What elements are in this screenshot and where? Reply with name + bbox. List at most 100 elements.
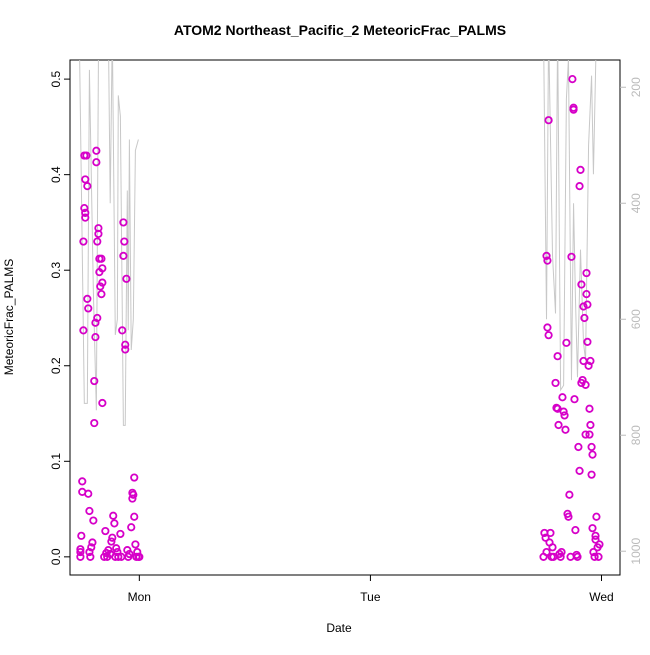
point [84, 304, 93, 313]
point [592, 512, 601, 521]
plot-area [76, 60, 604, 561]
point [110, 519, 119, 528]
point [91, 318, 100, 327]
point [82, 151, 91, 160]
point [542, 547, 551, 557]
point [565, 490, 574, 499]
y2-tick-label: 400 [629, 193, 643, 213]
point [79, 326, 88, 335]
point [557, 547, 566, 557]
point [81, 175, 90, 184]
point [80, 203, 89, 213]
point [594, 552, 603, 561]
point [76, 545, 85, 554]
point [576, 165, 585, 174]
point [581, 430, 590, 439]
point [125, 549, 134, 559]
point [89, 516, 98, 525]
point [582, 289, 591, 299]
point [587, 470, 596, 479]
point [112, 544, 121, 553]
point [85, 506, 94, 516]
point [580, 313, 589, 323]
point [581, 380, 590, 389]
point [577, 280, 586, 289]
point [81, 208, 90, 217]
point [543, 256, 552, 265]
point [569, 103, 578, 112]
point [589, 547, 598, 557]
point [562, 338, 571, 347]
point [567, 252, 576, 261]
y2-tick-label: 600 [629, 309, 643, 329]
point [544, 116, 553, 125]
point [109, 511, 118, 520]
point [542, 251, 551, 260]
point [129, 490, 138, 499]
point [108, 533, 117, 542]
point [586, 356, 595, 366]
y-tick-label: 0.1 [49, 453, 63, 470]
point [131, 540, 140, 549]
point [587, 442, 596, 452]
point [584, 361, 593, 370]
point [130, 473, 139, 482]
y2-tick-label: 1000 [629, 538, 643, 565]
point [554, 420, 563, 430]
point [586, 420, 595, 430]
point [98, 264, 107, 273]
point [83, 182, 92, 191]
point [114, 552, 123, 561]
point [127, 523, 136, 532]
x-tick-label: Tue [360, 590, 381, 604]
point [559, 407, 568, 416]
point [551, 378, 560, 388]
point [118, 326, 127, 335]
y-tick-label: 0.0 [49, 548, 63, 565]
y-tick-label: 0.5 [49, 70, 63, 87]
point [544, 331, 553, 340]
point [98, 278, 107, 287]
point [116, 529, 125, 539]
point [585, 430, 594, 439]
point [78, 477, 87, 486]
point [541, 533, 550, 542]
point [571, 525, 580, 535]
point [93, 313, 102, 323]
chart-title: ATOM2 Northeast_Pacific_2 MeteoricFrac_P… [174, 22, 506, 38]
point [558, 393, 567, 402]
pressure-line [79, 60, 139, 426]
plot-frame [69, 59, 621, 576]
point [113, 547, 122, 557]
point [556, 552, 565, 561]
point [90, 418, 99, 428]
point [119, 218, 128, 227]
point [579, 302, 588, 311]
point [583, 300, 592, 309]
point [553, 352, 562, 361]
point [591, 531, 600, 540]
point [88, 538, 97, 547]
point [76, 552, 85, 561]
point [570, 395, 579, 404]
point [92, 146, 101, 155]
point [573, 552, 582, 561]
point [130, 512, 139, 521]
point [107, 537, 116, 546]
point [564, 512, 573, 521]
point [92, 158, 101, 167]
point [588, 524, 597, 533]
point [121, 345, 130, 354]
point [84, 489, 93, 498]
x-tick-label: Mon [128, 590, 151, 604]
point [90, 376, 99, 386]
point [94, 229, 103, 238]
point [583, 337, 592, 346]
point [85, 547, 94, 557]
point [98, 398, 107, 408]
point [588, 450, 597, 459]
point [574, 442, 583, 452]
point [582, 268, 591, 278]
